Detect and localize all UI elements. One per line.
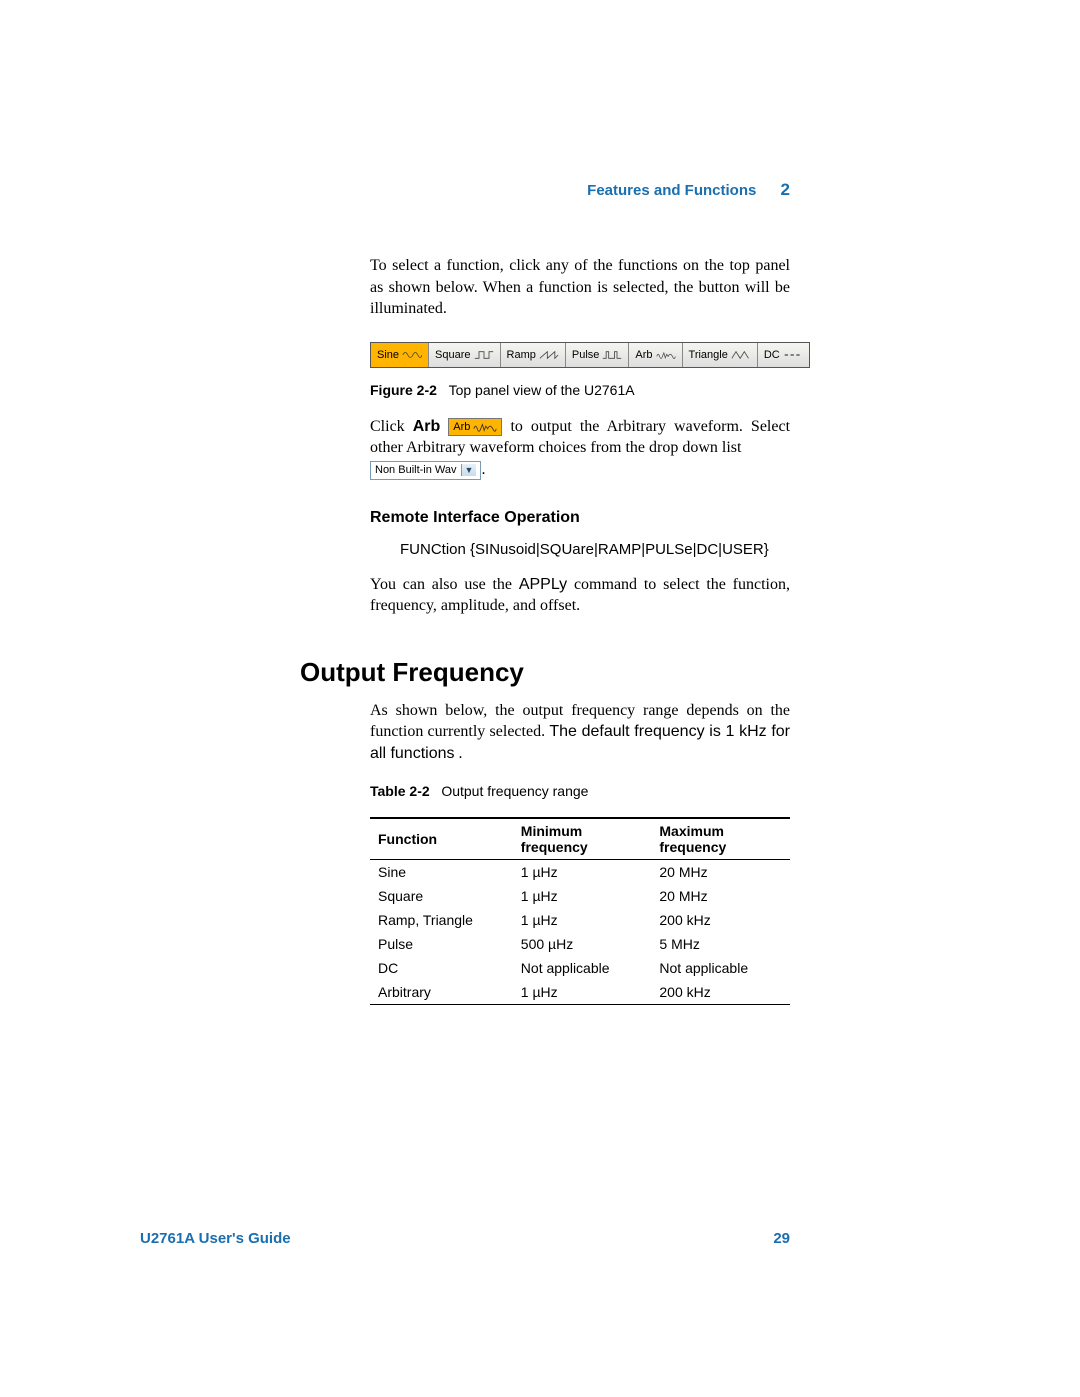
toolbar-triangle-label: Triangle [689, 349, 728, 361]
triangle-icon [731, 349, 751, 361]
table-2-2-text: Output frequency range [441, 783, 588, 799]
intro-paragraph: To select a function, click any of the f… [370, 255, 790, 320]
arb-chip[interactable]: Arb [448, 418, 502, 436]
toolbar-sine-button[interactable]: Sine [371, 343, 429, 367]
apply-keyword: APPLy [519, 576, 567, 593]
ramp-icon [539, 349, 559, 361]
table-row: Sine1 µHz20 MHz [370, 859, 790, 884]
table-row: Arbitrary1 µHz200 kHz [370, 980, 790, 1005]
th-max-freq: Maximum frequency [651, 818, 790, 860]
remote-interface-heading: Remote Interface Operation [370, 509, 790, 527]
function-command: FUNCtion {SINusoid|SQUare|RAMP|PULSe|DC|… [400, 541, 790, 558]
toolbar-triangle-button[interactable]: Triangle [683, 343, 758, 367]
table-row: Pulse500 µHz5 MHz [370, 932, 790, 956]
toolbar-dc-button[interactable]: DC [758, 343, 809, 367]
apply-paragraph: You can also use the APPLy command to se… [370, 574, 790, 617]
figure-2-2-num: Figure 2-2 [370, 382, 437, 398]
waveform-dropdown[interactable]: Non Built-in Wav ▼ [370, 461, 481, 480]
toolbar-square-button[interactable]: Square [429, 343, 500, 367]
chapter-header: Features and Functions 2 [300, 180, 790, 200]
table-2-2-caption: Table 2-2 Output frequency range [370, 783, 790, 799]
function-toolbar: Sine Square Ramp Pulse Arb Triangle DC [370, 342, 810, 368]
toolbar-ramp-button[interactable]: Ramp [501, 343, 566, 367]
dc-icon [783, 349, 803, 361]
toolbar-arb-label: Arb [635, 349, 652, 361]
table-row: Ramp, Triangle1 µHz200 kHz [370, 908, 790, 932]
sine-icon [402, 349, 422, 361]
chapter-title: Features and Functions [587, 182, 756, 199]
square-icon [474, 349, 494, 361]
toolbar-ramp-label: Ramp [507, 349, 536, 361]
th-min-freq: Minimum frequency [513, 818, 652, 860]
toolbar-pulse-button[interactable]: Pulse [566, 343, 630, 367]
output-freq-paragraph: As shown below, the output frequency ran… [370, 700, 790, 765]
figure-2-2-text: Top panel view of the U2761A [449, 382, 635, 398]
frequency-table-body: Sine1 µHz20 MHz Square1 µHz20 MHz Ramp, … [370, 859, 790, 1004]
table-header-row: Function Minimum frequency Maximum frequ… [370, 818, 790, 860]
frequency-table: Function Minimum frequency Maximum frequ… [370, 817, 790, 1005]
toolbar-pulse-label: Pulse [572, 349, 600, 361]
arb-icon [656, 349, 676, 361]
arb-bold-word: Arb [413, 418, 441, 435]
table-row: DCNot applicableNot applicable [370, 956, 790, 980]
output-frequency-heading: Output Frequency [300, 657, 790, 688]
chapter-number: 2 [781, 180, 790, 199]
toolbar-dc-label: DC [764, 349, 780, 361]
table-row: Square1 µHz20 MHz [370, 884, 790, 908]
toolbar-square-label: Square [435, 349, 470, 361]
dropdown-label: Non Built-in Wav [375, 464, 457, 476]
toolbar-arb-button[interactable]: Arb [629, 343, 682, 367]
dropdown-arrow-icon: ▼ [461, 464, 477, 476]
pulse-icon [602, 349, 622, 361]
arb-chip-icon [473, 422, 497, 432]
figure-2-2-caption: Figure 2-2 Top panel view of the U2761A [370, 382, 790, 398]
footer-guide-title: U2761A User's Guide [140, 1230, 291, 1247]
toolbar-sine-label: Sine [377, 349, 399, 361]
page-footer: U2761A User's Guide 29 [140, 1230, 790, 1247]
table-2-2-num: Table 2-2 [370, 783, 430, 799]
footer-page-number: 29 [773, 1230, 790, 1247]
th-function: Function [370, 818, 513, 860]
arb-paragraph: Click Arb Arb to output the Arbitrary wa… [370, 416, 790, 481]
